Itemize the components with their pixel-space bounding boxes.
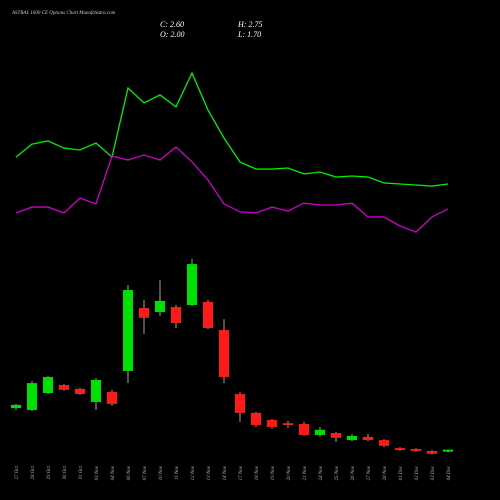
x-tick-label: 27 Oct (15, 465, 20, 479)
candle-body (155, 300, 165, 313)
x-tick-label: 04 Dec (447, 465, 452, 480)
candle-body (267, 419, 277, 427)
x-tick-label: 26 Nov (351, 465, 356, 480)
x-tick-label: 25 Nov (335, 465, 340, 480)
candle-body (139, 307, 149, 318)
high-label: H: 2.75 (237, 20, 262, 29)
x-tick-label: 28 Nov (383, 465, 388, 480)
candle-body (395, 448, 405, 450)
candle-body (171, 306, 181, 323)
candle-body (251, 412, 261, 426)
x-tick-label: 30 Oct (63, 465, 68, 479)
candle-body (75, 388, 85, 394)
candle-body (11, 404, 21, 409)
candle-body (43, 377, 53, 394)
x-tick-label: 06 Nov (127, 465, 132, 480)
x-tick-label: 04 Nov (111, 465, 116, 480)
candle-body (427, 450, 437, 454)
candle-body (203, 301, 213, 329)
candle-body (363, 436, 373, 441)
indicator-line (15, 71, 449, 187)
candle-body (283, 423, 293, 426)
x-tick-label: 01 Dec (399, 465, 404, 480)
candle-body (27, 383, 37, 410)
candle-body (379, 440, 389, 446)
candle-body (91, 379, 101, 402)
candle-body (59, 385, 69, 390)
low-label: L: 1.70 (237, 30, 261, 39)
x-tick-label: 07 Nov (143, 465, 148, 480)
x-tick-label: 24 Nov (319, 465, 324, 480)
candle-body (235, 394, 245, 413)
x-tick-label: 03 Nov (95, 465, 100, 480)
x-tick-label: 11 Nov (175, 465, 180, 480)
x-tick-label: 13 Nov (207, 465, 212, 480)
candle-body (123, 290, 133, 371)
candle-body (219, 330, 229, 378)
x-tick-label: 20 Nov (287, 465, 292, 480)
x-tick-label: 03 Dec (431, 465, 436, 480)
x-tick-label: 28 Oct (31, 465, 36, 479)
x-tick-label: 17 Nov (239, 465, 244, 480)
close-label: C: 2.60 (160, 20, 184, 29)
x-tick-label: 10 Nov (159, 465, 164, 480)
open-label: O: 2.00 (160, 30, 184, 39)
candle-body (443, 449, 453, 452)
indicator-line (15, 146, 449, 233)
candle-body (315, 429, 325, 435)
x-tick-label: 29 Oct (47, 465, 52, 479)
candle-body (347, 435, 357, 441)
candle-body (187, 264, 197, 306)
candle-body (107, 392, 117, 404)
x-tick-label: 31 Oct (79, 465, 84, 479)
chart-title: ASTRAL 1600 CE Options Chart MunafaSutra… (11, 11, 116, 16)
x-tick-label: 18 Nov (255, 465, 260, 480)
x-tick-label: 12 Nov (191, 465, 196, 480)
x-tick-label: 27 Nov (367, 465, 372, 480)
x-tick-label: 02 Dec (415, 465, 420, 480)
candle-body (331, 433, 341, 438)
candle-body (411, 449, 421, 451)
x-tick-label: 14 Nov (223, 465, 228, 480)
candle-body (299, 424, 309, 435)
x-tick-label: 19 Nov (271, 465, 276, 480)
x-tick-label: 21 Nov (303, 465, 308, 480)
